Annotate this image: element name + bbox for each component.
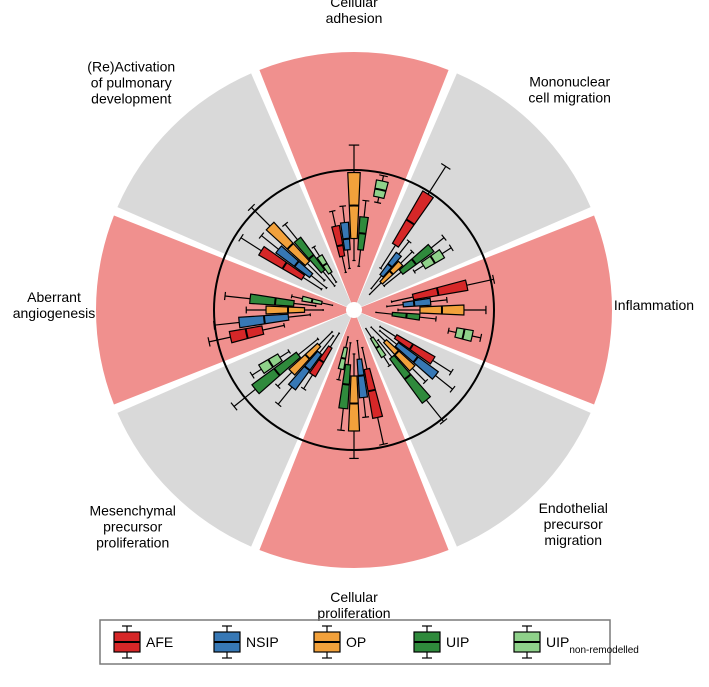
median <box>343 239 349 240</box>
sector-label: Aberrantangiogenesis <box>13 289 96 321</box>
whisker-cap <box>391 301 392 303</box>
whisker-cap <box>337 430 345 431</box>
sector-label: Cellularadhesion <box>326 0 383 26</box>
box-OP <box>266 306 305 314</box>
sector-label: Mesenchymalprecursorproliferation <box>89 502 175 550</box>
sector-label: Cellularproliferation <box>317 589 390 621</box>
median <box>341 358 345 359</box>
legend-label-UIPnr: UIPnon-remodelled <box>546 634 639 656</box>
whisker-cap <box>362 200 369 201</box>
whisker-cap <box>338 333 339 334</box>
median <box>414 301 415 306</box>
whisker-cap <box>362 417 369 418</box>
whisker-cap <box>339 206 346 207</box>
median <box>343 384 350 385</box>
median <box>358 375 364 376</box>
legend-label-UIP: UIP <box>446 634 469 650</box>
whisker-cap <box>436 316 437 321</box>
radial-boxplot-chart: Cellularadhesion Mononuclearcell migratio… <box>0 0 709 687</box>
whisker-cap <box>369 294 370 295</box>
sector-label: Inflammation <box>614 297 694 313</box>
median <box>406 313 407 318</box>
whisker-cap <box>371 327 372 328</box>
whisker-cap <box>447 297 448 303</box>
sector-label: (Re)Activationof pulmonarydevelopment <box>87 58 175 106</box>
sector-label: Mononuclearcell migration <box>528 73 610 105</box>
legend-label-AFE: AFE <box>146 634 173 650</box>
whisker-cap <box>291 294 292 298</box>
whisker-cap <box>361 347 363 348</box>
median <box>359 233 366 234</box>
median <box>312 299 313 303</box>
whisker-cap <box>345 272 347 273</box>
sector-label: Endothelialprecursormigration <box>539 500 608 548</box>
legend-label-OP: OP <box>346 634 366 650</box>
whisker-cap <box>371 288 372 289</box>
median <box>264 316 265 324</box>
legend-label-NSIP: NSIP <box>246 634 279 650</box>
median <box>275 298 276 305</box>
chart-svg: Cellularadhesion Mononuclearcell migratio… <box>0 0 709 687</box>
whisker-cap <box>365 328 366 329</box>
median <box>337 245 343 246</box>
